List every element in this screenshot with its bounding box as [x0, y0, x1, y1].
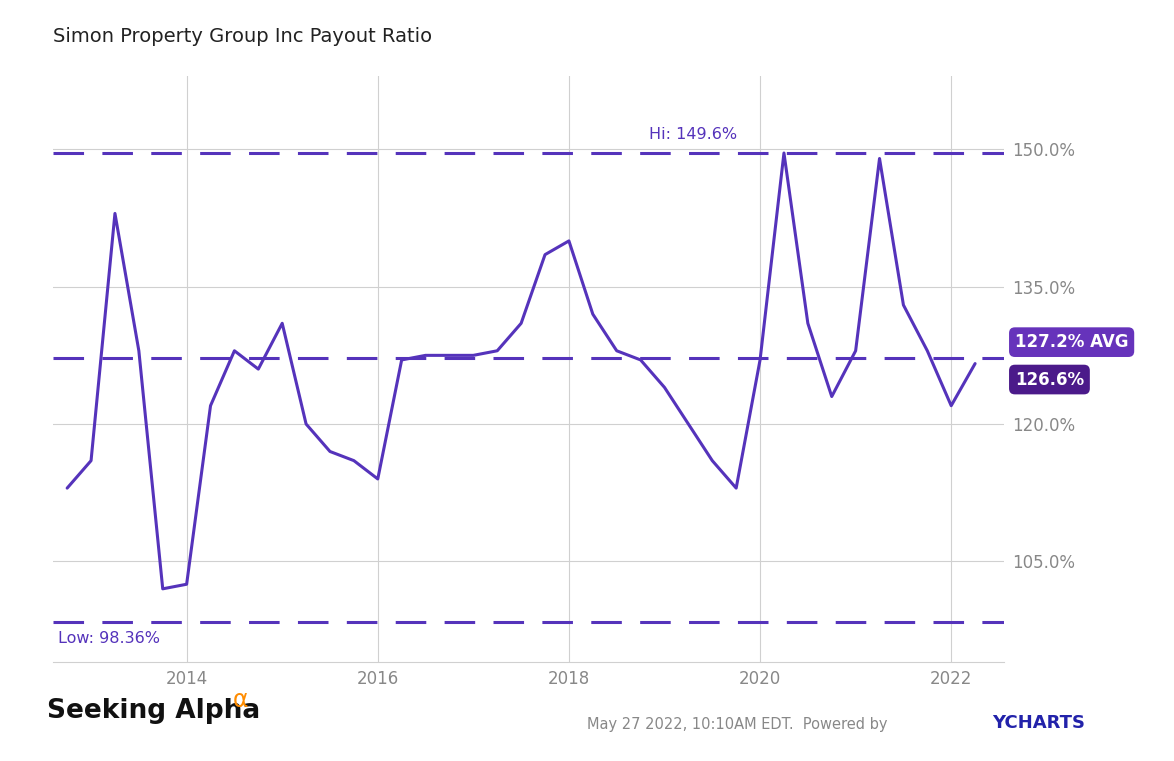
Text: α: α	[232, 687, 248, 712]
Text: Low: 98.36%: Low: 98.36%	[58, 632, 160, 646]
Text: YCHARTS: YCHARTS	[992, 714, 1085, 732]
Text: Simon Property Group Inc Payout Ratio: Simon Property Group Inc Payout Ratio	[53, 27, 432, 46]
Text: 127.2% AVG: 127.2% AVG	[1014, 333, 1128, 351]
Text: 126.6%: 126.6%	[1014, 371, 1084, 389]
Text: Seeking Alpha: Seeking Alpha	[47, 699, 261, 724]
Text: Hi: 149.6%: Hi: 149.6%	[649, 127, 737, 142]
Text: May 27 2022, 10:10AM EDT.  Powered by: May 27 2022, 10:10AM EDT. Powered by	[587, 717, 892, 732]
